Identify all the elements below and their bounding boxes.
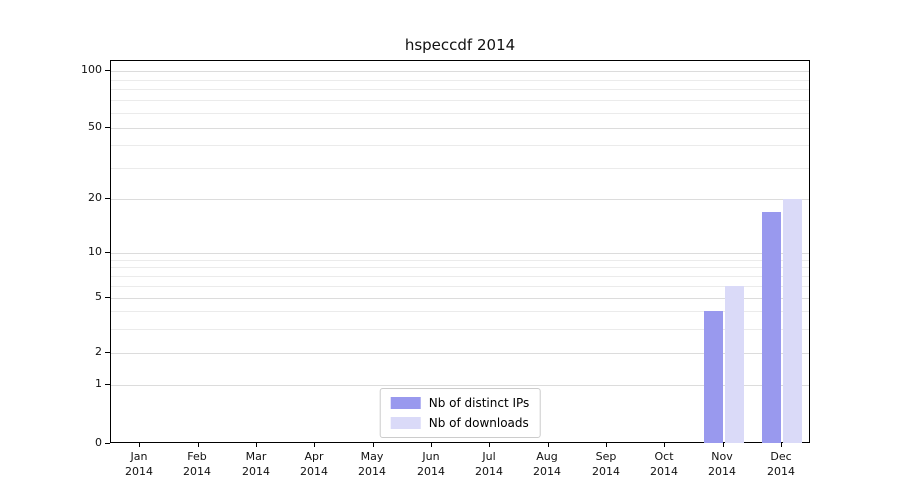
x-tick-mark: [373, 443, 374, 447]
x-tick-mark: [431, 443, 432, 447]
gridline: [111, 80, 809, 81]
bar-downloads: [725, 286, 744, 443]
gridline: [111, 286, 809, 287]
x-tick-label: Oct 2014: [650, 450, 678, 478]
gridline: [111, 145, 809, 146]
y-tick-label: 0: [95, 436, 102, 449]
x-tick-label: Dec 2014: [767, 450, 795, 478]
gridline: [111, 298, 809, 299]
y-tick-mark: [105, 198, 110, 199]
gridline: [111, 168, 809, 169]
chart-title: hspeccdf 2014: [404, 36, 516, 54]
gridline: [111, 329, 809, 330]
x-tick-label: Apr 2014: [300, 450, 328, 478]
y-tick-mark: [105, 70, 110, 71]
x-tick-label: Nov 2014: [708, 450, 736, 478]
legend-label-distinct-ips: Nb of distinct IPs: [428, 396, 530, 410]
y-tick-label: 50: [88, 120, 102, 133]
legend-item-distinct-ips: Nb of distinct IPs: [390, 396, 530, 410]
gridline: [111, 267, 809, 268]
gridline: [111, 260, 809, 261]
x-tick-label: Jan 2014: [125, 450, 153, 478]
y-tick-mark: [105, 252, 110, 253]
x-tick-label: Jun 2014: [417, 450, 445, 478]
gridline: [111, 253, 809, 254]
gridline: [111, 276, 809, 277]
x-tick-mark: [256, 443, 257, 447]
legend-label-downloads: Nb of downloads: [428, 416, 529, 430]
bar-downloads: [783, 199, 802, 443]
gridline: [111, 128, 809, 129]
gridline: [111, 113, 809, 114]
y-tick-label: 10: [88, 245, 102, 258]
gridline: [111, 353, 809, 354]
x-tick-mark: [548, 443, 549, 447]
x-tick-mark: [723, 443, 724, 447]
x-tick-mark: [606, 443, 607, 447]
y-tick-mark: [105, 297, 110, 298]
y-tick-label: 1: [95, 377, 102, 390]
legend-swatch-distinct-ips: [390, 397, 421, 409]
legend: Nb of distinct IPs Nb of downloads: [379, 388, 541, 438]
x-tick-label: Sep 2014: [592, 450, 620, 478]
x-tick-label: Aug 2014: [533, 450, 561, 478]
legend-item-downloads: Nb of downloads: [390, 416, 530, 430]
x-tick-mark: [489, 443, 490, 447]
x-tick-mark: [139, 443, 140, 447]
x-tick-mark: [314, 443, 315, 447]
y-tick-mark: [105, 352, 110, 353]
plot-area: Nb of distinct IPs Nb of downloads: [110, 60, 810, 443]
gridline: [111, 199, 809, 200]
y-tick-mark: [105, 384, 110, 385]
gridline: [111, 100, 809, 101]
x-tick-mark: [198, 443, 199, 447]
gridline: [111, 311, 809, 312]
y-tick-label: 2: [95, 345, 102, 358]
y-tick-mark: [105, 127, 110, 128]
x-tick-label: Jul 2014: [475, 450, 503, 478]
gridline: [111, 385, 809, 386]
x-tick-mark: [664, 443, 665, 447]
x-tick-label: Mar 2014: [242, 450, 270, 478]
bar-distinct-ips: [704, 311, 723, 443]
y-tick-label: 20: [88, 191, 102, 204]
y-tick-label: 100: [81, 63, 102, 76]
gridline: [111, 89, 809, 90]
y-tick-mark: [105, 443, 110, 444]
x-tick-mark: [781, 443, 782, 447]
bar-distinct-ips: [762, 212, 781, 443]
gridline: [111, 71, 809, 72]
y-tick-label: 5: [95, 290, 102, 303]
legend-swatch-downloads: [390, 417, 421, 429]
x-tick-label: May 2014: [358, 450, 386, 478]
x-tick-label: Feb 2014: [183, 450, 211, 478]
